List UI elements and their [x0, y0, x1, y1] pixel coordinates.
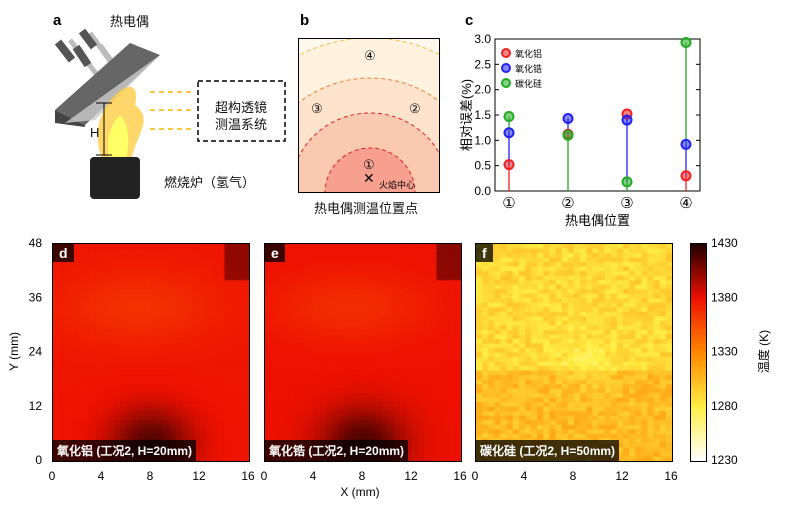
height-label: H — [90, 125, 100, 140]
burner-label: 燃烧炉（氢气） — [164, 175, 256, 190]
position-4: ④ — [364, 48, 376, 63]
data-point — [680, 37, 692, 49]
y-tick-label: 3.0 — [474, 32, 491, 46]
data-point — [503, 159, 515, 171]
system-label-2: 测温系统 — [215, 117, 268, 132]
x-tick-label: ① — [502, 195, 515, 212]
y-tick-label: 1.5 — [474, 108, 491, 122]
x-tick-label: 12 — [404, 469, 418, 483]
x-tick-label: 12 — [192, 469, 206, 483]
colorbar — [690, 243, 707, 462]
position-map: ✕ — [298, 38, 440, 193]
position-1: ① — [363, 157, 375, 172]
colorbar-tick-label: 1430 — [711, 236, 738, 250]
x-tick-label: 4 — [521, 469, 528, 483]
y-tick-label: 0.0 — [474, 184, 491, 198]
y-tick-label: 36 — [29, 290, 43, 304]
data-point — [503, 127, 515, 139]
plot-frame — [494, 38, 701, 192]
heatmap-silicon-carbide — [475, 243, 673, 462]
data-point — [503, 111, 515, 123]
y-tick-label: 0.5 — [474, 159, 491, 173]
x-tick-label: 12 — [615, 469, 629, 483]
panel-d-label: d — [53, 244, 74, 262]
data-point — [680, 170, 692, 182]
panel-d-tag: 氧化铝 (工况2, H=20mm) — [53, 440, 197, 461]
panel-f-tag: 碳化硅 (工况2, H=50mm) — [476, 440, 620, 461]
panel-e-label: e — [265, 244, 285, 262]
colorbar-label: 温度 (K) — [756, 330, 771, 373]
x-tick-label: 0 — [261, 469, 268, 483]
x-tick-label: ④ — [679, 195, 692, 212]
position-2: ② — [409, 101, 421, 116]
heatmap-alumina — [52, 243, 250, 462]
system-label-1: 超构透镜 — [215, 100, 268, 115]
x-tick-label: ③ — [620, 195, 633, 212]
thermocouple-label: 热电偶 — [110, 14, 150, 29]
x-axis-label: X (mm) — [340, 485, 379, 499]
legend-label: 碳化硅 — [515, 78, 542, 89]
y-axis-label: Y (mm) — [7, 332, 21, 371]
y-tick-label: 2.0 — [474, 83, 491, 97]
x-tick-label: 4 — [98, 469, 105, 483]
y-tick-label: 24 — [29, 345, 43, 359]
y-tick-label: 1.0 — [474, 133, 491, 147]
x-tick-label: 0 — [49, 469, 56, 483]
panel-f-label: f — [476, 244, 493, 262]
x-tick-label: 8 — [570, 469, 577, 483]
colorbar-tick-label: 1230 — [711, 453, 738, 467]
error-chart: 0.0 0.5 1.0 1.5 2.0 2.5 3.0 ① ② ③ ④ 热电偶位置 相对误差(%) 氧化铝… — [459, 32, 701, 228]
x-tick-label: 16 — [241, 469, 255, 483]
data-point — [562, 129, 574, 141]
panel-b-label: b — [300, 12, 310, 29]
data-point — [621, 114, 633, 126]
legend-marker — [501, 63, 511, 73]
y-tick-label: 48 — [29, 236, 43, 250]
x-tick-label: 8 — [359, 469, 366, 483]
panel-b-caption: 热电偶测温位置点 — [314, 201, 419, 216]
data-point — [680, 138, 692, 150]
x-tick-label: 0 — [472, 469, 479, 483]
x-tick-label: 4 — [310, 469, 317, 483]
x-tick-label: ② — [561, 195, 574, 212]
data-point — [621, 176, 633, 188]
panel-e-tag: 氧化锆 (工况2, H=20mm) — [265, 440, 409, 461]
legend-label: 氧化铝 — [515, 48, 542, 59]
colorbar-tick-label: 1280 — [711, 399, 738, 413]
position-3: ③ — [311, 101, 323, 116]
y-tick-label: 2.5 — [474, 57, 491, 71]
x-tick-label: 8 — [147, 469, 154, 483]
x-tick-label: 16 — [664, 469, 678, 483]
legend-marker — [501, 48, 511, 58]
data-point — [562, 113, 574, 125]
legend-label: 氧化锆 — [515, 63, 542, 74]
y-tick-label: 0 — [35, 453, 42, 467]
y-axis-label: 相对误差(%) — [459, 79, 474, 151]
x-axis-label: 热电偶位置 — [565, 213, 630, 228]
x-tick-label: 16 — [453, 469, 467, 483]
setup-illustration — [54, 28, 286, 199]
y-tick-label: 12 — [29, 399, 43, 413]
panel-c-label: c — [465, 12, 474, 29]
panel-a-label: a — [53, 12, 62, 29]
flame-center-label: 火焰中心 — [379, 180, 416, 190]
legend-marker — [501, 78, 511, 88]
svg-text:✕: ✕ — [363, 170, 375, 186]
colorbar-tick-label: 1380 — [711, 290, 738, 304]
colorbar-tick-label: 1330 — [711, 345, 738, 359]
heatmap-zirconia — [264, 243, 462, 462]
